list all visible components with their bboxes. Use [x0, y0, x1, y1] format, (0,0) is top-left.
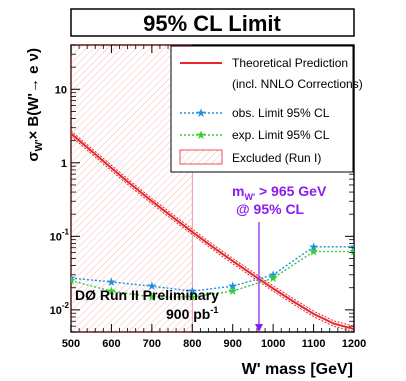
legend-label-theory-note: (incl. NNLO Corrections) — [232, 77, 363, 91]
lumi-value: 900 pb — [166, 306, 210, 322]
mass-limit-m: m — [232, 183, 244, 199]
obs-limit-point: ★ — [146, 279, 157, 293]
y-tick-base: 10 — [50, 231, 62, 243]
x-tick-label: 1200 — [342, 338, 366, 350]
y-tick-exp: -1 — [62, 227, 70, 236]
theory-line — [71, 132, 354, 330]
title-box — [70, 8, 355, 37]
legend-label-obs: obs. Limit 95% CL — [232, 106, 330, 120]
x-tick-label: 800 — [183, 338, 201, 350]
mass-limit-rest: > 965 GeV — [255, 183, 327, 199]
y-axis-sub: W' — [34, 140, 45, 152]
x-tick-label: 700 — [143, 338, 161, 350]
exp-limit-point: ★ — [146, 290, 157, 304]
obs-limit-point: ★ — [66, 271, 77, 285]
y-tick-base: 10 — [50, 305, 62, 317]
x-tick-label: 1000 — [261, 338, 285, 350]
x-tick-label: 600 — [102, 338, 120, 350]
legend-label-theory: Theoretical Prediction — [232, 56, 348, 70]
chart-title: 95% CL Limit — [143, 11, 281, 36]
lumi-exp: -1 — [210, 305, 218, 315]
y-tick-label: 10-1 — [50, 227, 70, 243]
preliminary-label: DØ Run II Preliminary — [75, 287, 219, 303]
mass-limit-arrow — [254, 324, 263, 332]
obs-limit-line — [71, 246, 354, 292]
y-tick-exp: -2 — [62, 301, 70, 310]
y-axis-sigma: σ — [25, 151, 42, 161]
y-axis-title-text: σW'× B(W'→ e ν) — [25, 48, 45, 162]
y-axis-rest: × B(W'→ e ν) — [25, 48, 42, 140]
obs-limit-point: ★ — [268, 268, 279, 282]
y-tick-label: 10-2 — [50, 301, 70, 317]
obs-limit-point: ★ — [349, 240, 360, 254]
exp-limit-point: ★ — [187, 290, 198, 304]
exp-limit-line — [71, 250, 354, 298]
obs-limit-point: ★ — [227, 279, 238, 293]
exp-limit-point: ★ — [349, 245, 360, 259]
mass-limit-cl-text: @ 95% CL — [236, 201, 305, 217]
theory-band-upper — [71, 130, 354, 327]
legend-swatch-exp-marker: ★ — [196, 128, 207, 142]
legend-label-exp: exp. Limit 95% CL — [232, 128, 330, 142]
obs-limit-point: ★ — [308, 240, 319, 254]
series-layer: ★ ★ ★ ★ ★★★ ★★★ ★ ★ ★★★ ★ — [66, 130, 360, 332]
luminosity-label: 900 pb-1 — [166, 305, 218, 322]
exp-limit-point: ★ — [106, 284, 117, 298]
y-tick-label: 10 — [55, 84, 67, 96]
y-tick-base: 10 — [55, 84, 67, 96]
exp-limit-point: ★ — [268, 271, 279, 285]
x-tick-label: 1100 — [302, 338, 326, 350]
mass-limit-sub: W' — [244, 192, 255, 202]
mass-limit-text: mW' > 965 GeV — [232, 183, 327, 202]
legend: Theoretical Prediction (incl. NNLO Corre… — [170, 45, 363, 173]
exp-limit-point: ★ — [66, 274, 77, 288]
obs-limit-point: ★ — [187, 284, 198, 298]
x-axis-title: W' mass [GeV] — [242, 361, 353, 378]
exp-limit-point: ★ — [308, 245, 319, 259]
legend-swatch-excluded — [179, 149, 223, 165]
mass-limit-annotation: mW' > 965 GeV @ 95% CL — [232, 183, 327, 217]
obs-limit-point: ★ — [106, 275, 117, 289]
legend-swatch-obs-marker: ★ — [196, 106, 207, 120]
exp-limit-point: ★ — [227, 284, 238, 298]
y-axis-title: σW'× B(W'→ e ν) — [25, 48, 45, 162]
x-tick-label: 900 — [224, 338, 242, 350]
x-tick-label: 500 — [62, 338, 80, 350]
y-tick-base: 1 — [61, 158, 67, 170]
theory-band-lower — [71, 135, 354, 332]
legend-label-excluded: Excluded (Run I) — [232, 151, 321, 165]
y-tick-label: 1 — [61, 158, 67, 170]
